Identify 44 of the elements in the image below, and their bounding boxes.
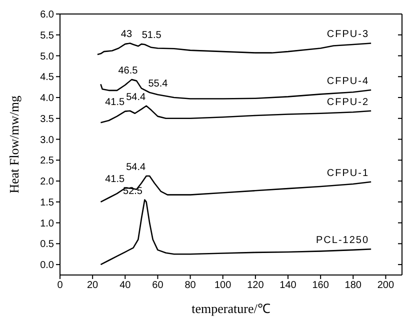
series-label: PCL-1250 xyxy=(316,235,370,246)
line-series xyxy=(100,175,372,203)
y-axis-title: Heat Flow/mw/mg xyxy=(6,95,22,194)
series-label: CFPU-4 xyxy=(326,76,370,88)
annotation: 54.4 xyxy=(126,92,146,103)
y-tick-label: 1.0 xyxy=(40,218,54,230)
x-tick-label: 120 xyxy=(247,280,264,292)
series-label: CFPU-3 xyxy=(326,29,370,40)
x-tick-label: 80 xyxy=(184,280,196,292)
x-tick-label: 20 xyxy=(87,280,99,292)
x-axis-title: temperature/℃ xyxy=(192,301,270,316)
x-tick-label: 0 xyxy=(57,280,64,292)
series-label: CFPU-2 xyxy=(326,96,370,108)
y-tick-label: 0.5 xyxy=(40,239,54,250)
y-tick-label: 0.0 xyxy=(40,260,54,272)
annotation: 55.4 xyxy=(148,78,168,90)
y-tick-label: 2.0 xyxy=(40,176,54,188)
x-tick-label: 60 xyxy=(152,280,164,292)
y-tick-label: 4.5 xyxy=(40,72,54,84)
annotation: 41.5 xyxy=(105,174,126,186)
y-tick-label: 4.0 xyxy=(40,93,54,104)
x-tick-label: 40 xyxy=(120,280,132,292)
x-tick-label: 100 xyxy=(214,280,232,292)
annotation: 43 xyxy=(120,29,132,40)
line-series xyxy=(100,105,372,124)
line-series xyxy=(100,78,372,100)
y-tick-label: 3.5 xyxy=(40,114,54,125)
y-tick-label: 3.0 xyxy=(40,134,54,146)
line-series xyxy=(96,42,372,56)
y-tick-label: 5.5 xyxy=(40,30,54,42)
y-tick-label: 5.0 xyxy=(40,51,54,62)
x-tick-label: 200 xyxy=(377,280,394,292)
annotation: 51.5 xyxy=(142,30,162,42)
x-tick-label: 140 xyxy=(280,280,297,292)
x-tick-label: 160 xyxy=(312,280,330,292)
x-tick-label: 180 xyxy=(344,280,362,292)
annotation: 54.4 xyxy=(126,162,146,174)
annotation: 46.5 xyxy=(118,66,138,77)
line-series xyxy=(100,199,372,266)
annotation: 41.5 xyxy=(105,96,126,108)
series-label: CFPU-1 xyxy=(326,168,370,179)
y-tick-label: 2.5 xyxy=(40,156,54,167)
y-tick-label: 1.5 xyxy=(40,197,54,208)
y-tick-label: 6.0 xyxy=(40,10,54,21)
